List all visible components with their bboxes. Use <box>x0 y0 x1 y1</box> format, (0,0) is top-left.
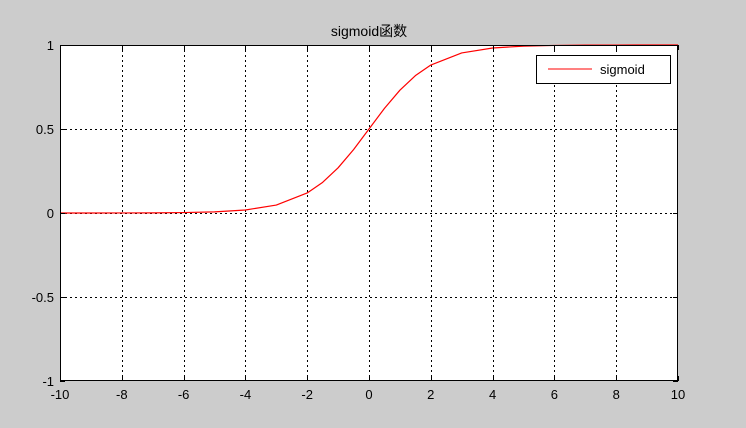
x-tick-label: 10 <box>671 387 685 402</box>
x-tick-label: -4 <box>240 387 252 402</box>
x-tick-label: 8 <box>613 387 620 402</box>
x-tick-label: -6 <box>178 387 190 402</box>
y-tick-label: 0.5 <box>36 122 54 137</box>
x-tick-label: -8 <box>116 387 128 402</box>
x-tick-label: 2 <box>427 387 434 402</box>
x-tick-label: 0 <box>365 387 372 402</box>
grid <box>60 45 678 381</box>
x-tick-label: -2 <box>301 387 313 402</box>
x-tick-label: 6 <box>551 387 558 402</box>
y-tick-label: -1 <box>42 374 54 389</box>
x-tick-label: 4 <box>489 387 496 402</box>
x-tick-label: -10 <box>51 387 70 402</box>
y-tick-label: 1 <box>47 38 54 53</box>
ticks <box>60 45 679 382</box>
legend[interactable]: sigmoid <box>536 55 671 84</box>
y-tick-label: -0.5 <box>32 290 54 305</box>
y-tick-label: 0 <box>47 206 54 221</box>
x-tick-labels: -10 -8 -6 -4 -2 0 2 4 6 8 10 <box>51 387 686 402</box>
y-tick-labels: -1 -0.5 0 0.5 1 <box>32 38 54 389</box>
chart-title: sigmoid函数 <box>331 23 407 39</box>
legend-label: sigmoid <box>600 62 645 77</box>
